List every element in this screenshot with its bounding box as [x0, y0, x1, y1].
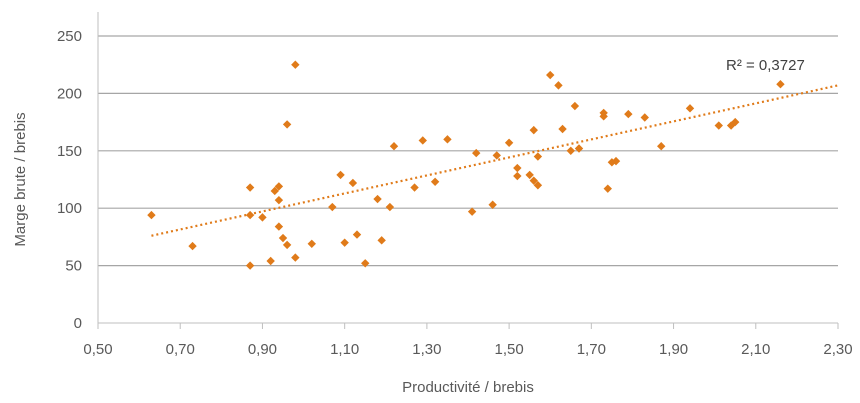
y-tick-label: 150: [57, 143, 82, 160]
data-point: [467, 207, 477, 216]
data-point: [443, 135, 452, 144]
data-point: [385, 202, 395, 212]
data-point: [282, 120, 292, 129]
trendline: [151, 84, 839, 237]
data-point: [529, 125, 538, 135]
data-point: [340, 238, 349, 247]
data-point: [282, 240, 292, 250]
y-tick-labels: 0 50 100 150 200 250: [57, 28, 82, 332]
x-tick-label: 2,10: [741, 341, 770, 358]
data-point: [291, 253, 300, 262]
data-point: [361, 259, 370, 268]
r-squared-label: R² = 0,3727: [726, 57, 805, 74]
data-point: [525, 170, 534, 180]
data-point: [274, 195, 284, 205]
data-point: [352, 230, 362, 239]
data-point: [570, 101, 580, 111]
data-point: [513, 163, 522, 173]
y-tick-label: 0: [74, 315, 82, 332]
data-point: [389, 142, 399, 151]
data-point: [546, 70, 555, 80]
data-point: [504, 138, 514, 147]
data-point: [599, 112, 608, 121]
data-points: [147, 60, 785, 270]
data-point: [488, 200, 497, 209]
x-tick-label: 0,90: [248, 341, 277, 358]
data-point: [270, 186, 279, 196]
x-tick-label: 1,30: [412, 341, 441, 358]
data-point: [307, 239, 316, 248]
data-point: [188, 241, 197, 251]
data-point: [657, 142, 666, 151]
data-point: [291, 60, 300, 69]
x-tick-label: 1,70: [577, 341, 606, 358]
data-point: [328, 202, 337, 212]
x-tick-label: 0,50: [83, 341, 112, 358]
data-point: [258, 213, 267, 222]
y-tick-label: 200: [57, 85, 82, 102]
trendline-group: [151, 84, 839, 237]
data-point: [603, 184, 612, 193]
axes: [97, 12, 838, 324]
y-axis-title: Marge brute / brebis: [12, 112, 29, 246]
y-tick-label: 100: [57, 200, 82, 217]
y-tick-label: 50: [65, 258, 82, 275]
data-point: [274, 182, 284, 191]
data-point: [558, 124, 567, 134]
data-point: [533, 181, 543, 190]
x-tick-label: 1,90: [659, 341, 688, 358]
data-point: [529, 176, 538, 185]
data-point: [607, 158, 617, 167]
x-tick-label: 0,70: [166, 341, 195, 358]
y-tick-label: 250: [57, 28, 82, 45]
data-point: [472, 148, 481, 158]
data-point: [611, 156, 621, 166]
data-point: [624, 109, 633, 119]
data-point: [336, 170, 345, 180]
data-point: [533, 152, 543, 161]
data-point: [245, 183, 255, 192]
data-point: [776, 80, 785, 89]
data-point: [377, 236, 386, 245]
data-point: [418, 136, 427, 145]
data-point: [410, 183, 419, 192]
x-tick-label: 1,10: [330, 341, 359, 358]
data-point: [640, 113, 649, 122]
data-point: [373, 194, 382, 204]
data-point: [554, 81, 563, 90]
gridlines: [98, 35, 838, 267]
x-tick-label: 1,50: [495, 341, 524, 358]
data-point: [266, 256, 275, 266]
data-point: [566, 146, 575, 155]
data-point: [245, 210, 255, 220]
data-point: [147, 210, 156, 220]
x-tick-labels: 0,50 0,70 0,90 1,10 1,30 1,50 1,70 1,90 2,10 2,30: [83, 323, 853, 358]
data-point: [714, 121, 723, 130]
data-point: [278, 233, 288, 243]
data-point: [574, 144, 584, 153]
data-point: [685, 104, 695, 113]
data-point: [348, 178, 358, 188]
x-tick-label: 2,30: [823, 341, 852, 358]
data-point: [274, 222, 284, 231]
x-axis-title: Productivité / brebis: [402, 379, 534, 396]
data-point: [430, 177, 440, 186]
data-point: [245, 261, 255, 270]
data-point: [513, 171, 522, 181]
data-point: [492, 151, 501, 160]
data-point: [726, 121, 736, 130]
data-point: [731, 117, 740, 127]
